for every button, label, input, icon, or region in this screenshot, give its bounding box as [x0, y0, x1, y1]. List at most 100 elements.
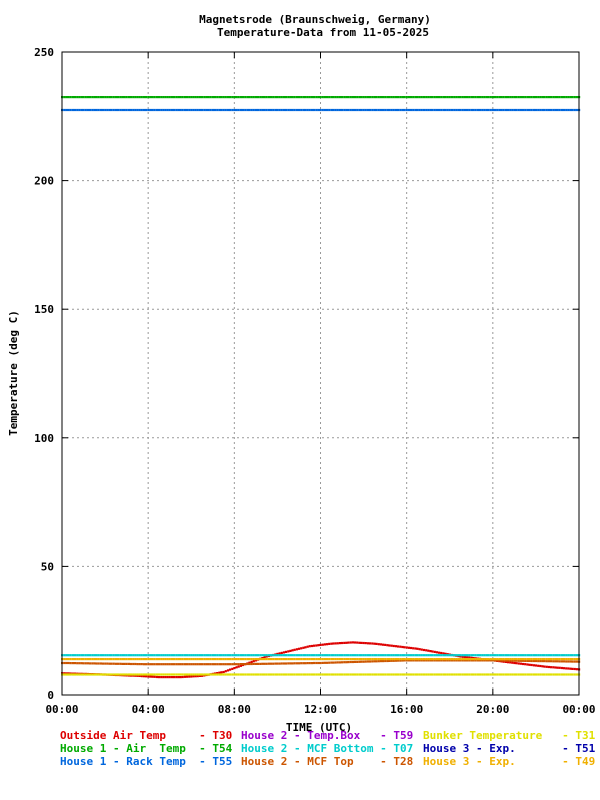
- data-point: [278, 652, 281, 655]
- data-point: [556, 96, 559, 99]
- data-point: [106, 662, 109, 665]
- data-point: [194, 96, 197, 99]
- data-point: [444, 659, 447, 662]
- data-point: [440, 673, 443, 676]
- data-point: [142, 96, 146, 99]
- data-point: [390, 654, 393, 657]
- data-point: [543, 108, 546, 112]
- data-point: [522, 108, 525, 112]
- data-point: [526, 663, 529, 666]
- data-point: [343, 96, 346, 99]
- data-point: [375, 660, 378, 663]
- data-point: [291, 108, 294, 112]
- data-point: [326, 654, 329, 657]
- data-point: [534, 659, 538, 663]
- data-point: [257, 108, 260, 112]
- data-point: [274, 673, 277, 676]
- data-point: [356, 641, 359, 644]
- data-point: [366, 654, 370, 657]
- data-point: [468, 658, 471, 661]
- data-point: [270, 662, 273, 665]
- data-point: [173, 108, 176, 112]
- data-point: [315, 108, 318, 112]
- data-point: [246, 654, 249, 657]
- data-point: [416, 647, 419, 650]
- data-point: [343, 654, 346, 657]
- data-point: [528, 659, 531, 662]
- data-point: [89, 654, 92, 657]
- data-point: [224, 108, 227, 112]
- data-point: [166, 108, 169, 112]
- data-point: [438, 108, 441, 112]
- data-point: [310, 644, 314, 648]
- data-point: [515, 673, 518, 676]
- data-point: [203, 673, 206, 676]
- data-point: [300, 96, 303, 99]
- data-point: [190, 108, 193, 112]
- data-point: [379, 660, 382, 663]
- data-point: [513, 658, 516, 661]
- data-point: [235, 658, 238, 661]
- data-point: [261, 673, 264, 676]
- data-point: [179, 658, 182, 661]
- data-point: [461, 655, 464, 658]
- data-point: [153, 673, 156, 676]
- data-point: [401, 654, 404, 657]
- data-point: [438, 659, 441, 662]
- data-point: [114, 662, 118, 665]
- data-point: [261, 654, 264, 657]
- data-point: [410, 108, 413, 112]
- data-point: [403, 658, 406, 661]
- data-point: [379, 96, 382, 99]
- data-point: [519, 658, 522, 661]
- data-point: [213, 658, 217, 661]
- data-point: [547, 654, 550, 657]
- data-point: [166, 673, 169, 676]
- data-point: [438, 658, 441, 661]
- data-point: [259, 654, 262, 657]
- data-point: [539, 654, 542, 657]
- data-point: [134, 108, 137, 112]
- data-point: [73, 662, 77, 665]
- data-point: [435, 96, 438, 99]
- data-point: [573, 660, 576, 663]
- data-point: [362, 658, 365, 661]
- data-point: [289, 108, 292, 112]
- data-point: [431, 659, 434, 662]
- data-point: [220, 654, 223, 657]
- data-point: [560, 660, 563, 663]
- data-point: [101, 96, 105, 99]
- data-point: [317, 654, 320, 657]
- data-point: [162, 96, 165, 99]
- data-point: [455, 659, 458, 662]
- data-point: [532, 108, 535, 112]
- data-point: [231, 108, 234, 112]
- data-point: [351, 654, 354, 657]
- data-point: [397, 645, 400, 648]
- data-point: [239, 108, 242, 112]
- data-point: [379, 673, 382, 676]
- data-point: [276, 96, 279, 99]
- data-point: [528, 663, 531, 666]
- data-point: [99, 654, 102, 657]
- data-point: [504, 654, 507, 657]
- data-point: [78, 662, 81, 665]
- data-point: [416, 654, 419, 657]
- data-point: [513, 661, 516, 665]
- data-point: [168, 658, 171, 661]
- data-point: [278, 108, 281, 112]
- data-point: [93, 96, 96, 99]
- series-t31: [61, 673, 581, 676]
- data-point: [425, 108, 428, 112]
- data-point: [483, 658, 486, 661]
- data-point: [282, 108, 286, 112]
- data-point: [468, 659, 471, 662]
- data-point: [483, 673, 486, 676]
- data-point: [500, 108, 503, 112]
- data-point: [157, 658, 161, 661]
- data-point: [341, 673, 344, 676]
- data-point: [537, 664, 540, 667]
- data-point: [334, 96, 337, 99]
- data-point: [285, 96, 288, 99]
